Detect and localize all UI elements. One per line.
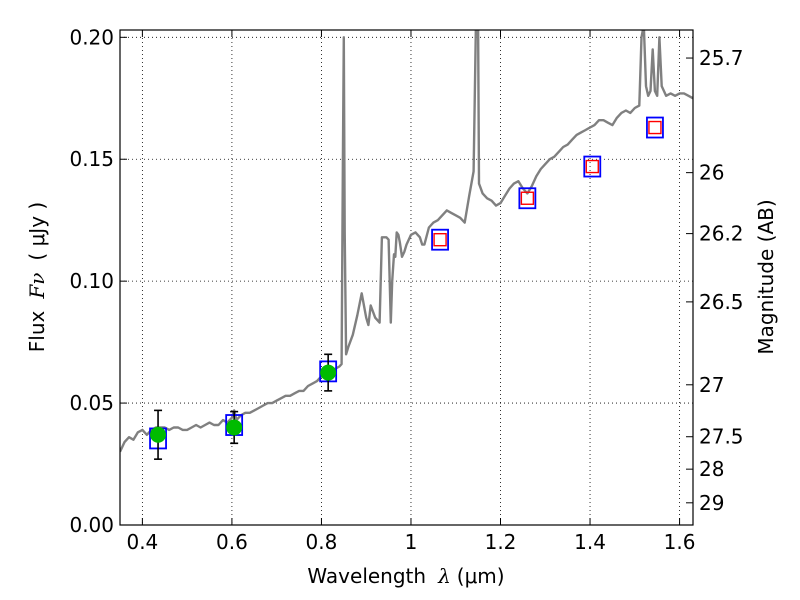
nir-measurement-square: [433, 233, 447, 247]
y-tick-label: 0.15: [69, 147, 114, 171]
magnitude-tick-label: 26.2: [699, 222, 744, 246]
plot-area: [120, 30, 693, 460]
magnitude-tick-label: 26: [699, 161, 724, 185]
detection-point: [320, 364, 337, 381]
nir-measurement-square: [520, 191, 535, 205]
axes-frame: [119, 29, 694, 526]
y-axis-label: FluxFν( μJy ): [25, 202, 49, 352]
nir-measurement-square: [648, 120, 662, 135]
magnitude-tick-label: 28: [699, 457, 724, 481]
x-tick-label: 0.4: [126, 530, 158, 554]
detection-point: [226, 419, 243, 436]
grid: [120, 30, 693, 525]
x-tick-label: 1.2: [485, 530, 517, 554]
x-tick-label: 0.8: [306, 530, 338, 554]
x-tick-label: 1.4: [574, 530, 606, 554]
magnitude-tick-label: 27.5: [699, 425, 744, 449]
magnitude-tick-label: 29: [699, 491, 724, 515]
x-tick-label: 1: [405, 530, 418, 554]
magnitude-tick-label: 26.5: [699, 290, 744, 314]
x-tick-label: 0.6: [216, 530, 248, 554]
x-axis-label: Wavelength λ (μm): [307, 564, 504, 588]
model-photometry-square: [646, 116, 664, 139]
magnitude-axis-label: Magnitude (AB): [754, 199, 778, 354]
magnitude-tick-label: 27: [699, 373, 724, 397]
y-tick-label: 0.05: [69, 391, 114, 415]
y-tick-label: 0.00: [69, 513, 114, 537]
nir-measurement-square: [585, 159, 599, 174]
magnitude-tick-label: 25.7: [699, 46, 744, 70]
model-photometry-square: [518, 187, 537, 210]
y-tick-label: 0.10: [69, 269, 114, 293]
model-photometry-square: [583, 155, 602, 178]
spectrum-line: [120, 30, 693, 453]
detection-point: [150, 426, 167, 443]
x-tick-label: 1.6: [664, 530, 696, 554]
model-photometry-square: [431, 228, 449, 251]
y-tick-label: 0.20: [69, 25, 114, 49]
ticks: 0.4 0.6 0.8 1 1.2 1.4 1.6 0.00 0.05 0.10 0.15 0.20 2…: [69, 25, 743, 554]
